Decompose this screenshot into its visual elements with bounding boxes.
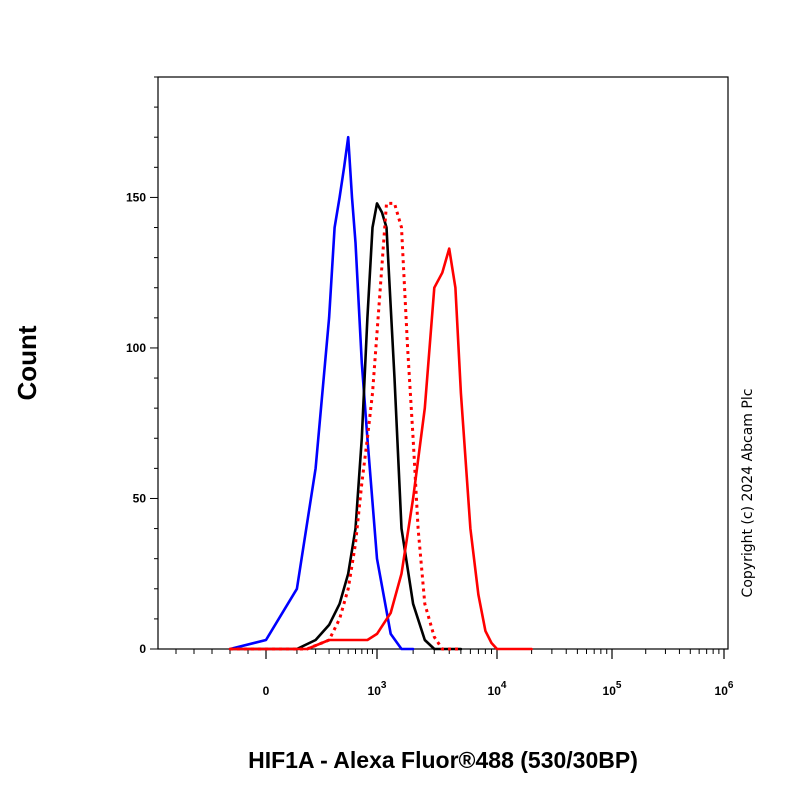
x-tick-label: 104 — [488, 680, 507, 698]
y-tick-label: 150 — [126, 190, 146, 204]
y-axis: 0 50 100 150 — [126, 76, 158, 656]
x-tick-label: 106 — [715, 680, 734, 698]
series-line-1 — [228, 135, 415, 651]
x-tick-label: 103 — [368, 680, 387, 698]
series-layer — [228, 135, 533, 651]
plot-frame — [157, 76, 729, 650]
copyright-annotation: Copyright (c) 2024 Abcam Plc — [740, 389, 756, 598]
x-tick-label: 105 — [603, 680, 622, 698]
y-tick-label: 100 — [126, 341, 146, 355]
x-axis: 0 103 104 105 106 — [175, 649, 734, 698]
y-tick-label: 0 — [139, 642, 146, 656]
series-line-2 — [228, 202, 463, 651]
y-axis-title: Count — [12, 325, 42, 400]
series-line-4 — [228, 247, 533, 651]
y-tick-label: 50 — [133, 491, 147, 505]
x-tick-label: 0 — [263, 684, 270, 698]
series-line-3 — [230, 201, 461, 651]
x-axis-title: HIF1A - Alexa Fluor®488 (530/30BP) — [248, 747, 638, 773]
